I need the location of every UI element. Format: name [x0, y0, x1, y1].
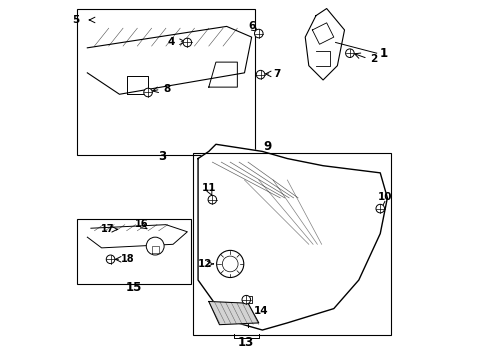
- Text: 13: 13: [238, 336, 254, 349]
- Circle shape: [146, 237, 164, 255]
- Bar: [192, 153, 390, 336]
- Text: 1: 1: [379, 47, 387, 60]
- Text: 9: 9: [263, 140, 271, 153]
- Circle shape: [375, 204, 384, 213]
- Text: 4: 4: [167, 37, 175, 47]
- Circle shape: [106, 255, 115, 264]
- Text: 8: 8: [163, 84, 170, 94]
- Text: 3: 3: [158, 150, 166, 163]
- Text: 11: 11: [201, 183, 216, 193]
- Polygon shape: [87, 26, 251, 94]
- Text: 14: 14: [254, 306, 268, 316]
- Text: 17: 17: [101, 224, 115, 234]
- Text: 15: 15: [125, 281, 142, 294]
- Circle shape: [242, 296, 250, 304]
- Circle shape: [256, 70, 264, 79]
- Circle shape: [216, 250, 244, 278]
- Text: 16: 16: [135, 219, 148, 229]
- Circle shape: [345, 49, 353, 58]
- Polygon shape: [198, 144, 386, 330]
- Polygon shape: [305, 9, 344, 80]
- Text: 6: 6: [248, 21, 255, 31]
- Text: 5: 5: [72, 15, 80, 25]
- Bar: [77, 9, 255, 155]
- Text: 10: 10: [377, 192, 391, 202]
- Circle shape: [143, 88, 152, 97]
- Circle shape: [254, 29, 263, 38]
- Polygon shape: [208, 301, 258, 325]
- Text: 2: 2: [369, 54, 377, 64]
- Circle shape: [207, 195, 216, 204]
- Text: 18: 18: [120, 254, 134, 264]
- Text: 7: 7: [273, 69, 281, 79]
- Text: 12: 12: [198, 259, 212, 269]
- Bar: [77, 219, 190, 284]
- Circle shape: [183, 38, 191, 47]
- Polygon shape: [87, 225, 187, 248]
